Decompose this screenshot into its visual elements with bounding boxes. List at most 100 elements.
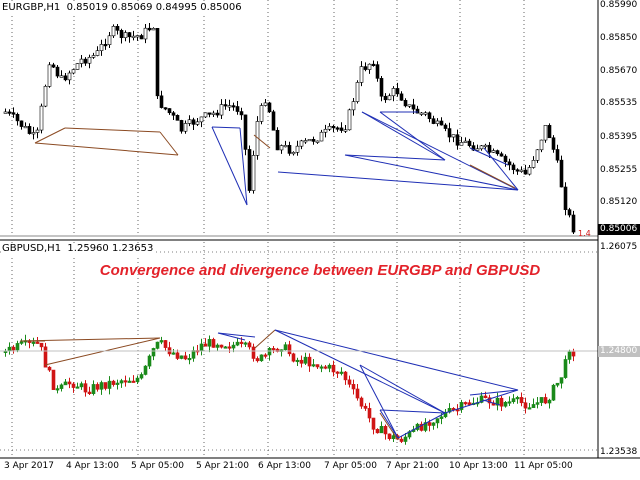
candle-body[interactable]: [455, 134, 460, 146]
candle-body[interactable]: [95, 384, 100, 390]
candle-body[interactable]: [119, 380, 124, 384]
brown-trendline[interactable]: [34, 127, 66, 144]
candle-body[interactable]: [91, 384, 96, 394]
candle-body[interactable]: [211, 112, 216, 115]
candle-body[interactable]: [543, 125, 548, 141]
candle-body[interactable]: [143, 27, 148, 40]
candle-body[interactable]: [115, 382, 120, 385]
candle-body[interactable]: [159, 340, 164, 343]
candle-body[interactable]: [207, 112, 212, 115]
blue-trendline[interactable]: [379, 111, 446, 161]
candle-body[interactable]: [391, 88, 396, 97]
brown-trendline[interactable]: [469, 164, 516, 189]
candle-body[interactable]: [483, 395, 488, 399]
candle-body[interactable]: [3, 111, 8, 114]
candle-body[interactable]: [155, 341, 160, 349]
candle-body[interactable]: [287, 145, 292, 154]
eurgbp-trendlines[interactable]: [34, 111, 519, 206]
brown-trendline[interactable]: [379, 412, 399, 441]
candle-body[interactable]: [411, 104, 416, 110]
candle-body[interactable]: [431, 118, 436, 124]
candle-body[interactable]: [367, 408, 372, 419]
candle-body[interactable]: [71, 69, 76, 74]
candle-body[interactable]: [139, 35, 144, 40]
blue-trendline[interactable]: [359, 364, 399, 439]
candle-body[interactable]: [175, 352, 180, 359]
candle-body[interactable]: [179, 355, 184, 359]
candle-body[interactable]: [67, 381, 72, 385]
candle-body[interactable]: [167, 108, 172, 114]
candle-body[interactable]: [87, 391, 92, 394]
candle-body[interactable]: [555, 149, 560, 161]
candle-body[interactable]: [407, 104, 412, 107]
candle-body[interactable]: [235, 341, 240, 346]
blue-trendline[interactable]: [217, 332, 246, 341]
candle-body[interactable]: [187, 119, 192, 124]
candle-body[interactable]: [383, 95, 388, 101]
candle-body[interactable]: [267, 102, 272, 113]
candle-body[interactable]: [47, 366, 52, 371]
candle-body[interactable]: [427, 422, 432, 426]
candle-body[interactable]: [499, 153, 504, 157]
candle-body[interactable]: [15, 343, 20, 351]
gbpusd-trendlines[interactable]: [0, 329, 598, 441]
candle-body[interactable]: [123, 380, 128, 383]
candle-body[interactable]: [247, 342, 252, 348]
candle-body[interactable]: [511, 398, 516, 403]
candle-body[interactable]: [327, 125, 332, 130]
candle-body[interactable]: [571, 351, 576, 357]
candle-body[interactable]: [343, 129, 348, 132]
candle-body[interactable]: [535, 149, 540, 161]
candle-body[interactable]: [503, 402, 508, 407]
candle-body[interactable]: [247, 149, 252, 191]
candle-body[interactable]: [147, 27, 152, 31]
candle-body[interactable]: [319, 366, 324, 369]
candle-body[interactable]: [403, 100, 408, 107]
candle-body[interactable]: [243, 342, 248, 345]
candle-body[interactable]: [255, 358, 260, 362]
candle-body[interactable]: [543, 397, 548, 404]
candle-body[interactable]: [295, 359, 300, 363]
candle-body[interactable]: [567, 209, 572, 216]
candle-body[interactable]: [163, 340, 168, 348]
candle-body[interactable]: [163, 107, 168, 110]
candle-body[interactable]: [519, 169, 524, 172]
candle-body[interactable]: [367, 63, 372, 70]
candle-body[interactable]: [463, 402, 468, 405]
candle-body[interactable]: [239, 341, 244, 344]
candle-body[interactable]: [219, 104, 224, 116]
blue-trendline[interactable]: [469, 147, 509, 166]
candle-body[interactable]: [83, 383, 88, 393]
candle-body[interactable]: [75, 63, 80, 70]
candle-body[interactable]: [471, 145, 476, 151]
candle-body[interactable]: [159, 95, 164, 108]
candle-body[interactable]: [183, 355, 188, 360]
candle-body[interactable]: [463, 140, 468, 143]
candle-body[interactable]: [287, 344, 292, 355]
candle-body[interactable]: [99, 44, 104, 52]
candle-body[interactable]: [507, 401, 512, 404]
candle-body[interactable]: [567, 351, 572, 360]
candle-body[interactable]: [539, 139, 544, 151]
candle-body[interactable]: [15, 113, 20, 122]
candle-body[interactable]: [43, 346, 48, 368]
candle-body[interactable]: [495, 150, 500, 155]
candle-body[interactable]: [415, 108, 420, 114]
candle-body[interactable]: [495, 397, 500, 406]
candle-body[interactable]: [319, 131, 324, 142]
blue-trendline[interactable]: [277, 171, 519, 191]
candle-body[interactable]: [315, 364, 320, 368]
candle-body[interactable]: [479, 145, 484, 150]
candle-body[interactable]: [263, 102, 268, 106]
candle-body[interactable]: [375, 64, 380, 79]
candle-body[interactable]: [79, 383, 84, 388]
candle-body[interactable]: [439, 120, 444, 126]
candle-body[interactable]: [355, 82, 360, 102]
candle-body[interactable]: [259, 105, 264, 122]
blue-trendline[interactable]: [379, 409, 446, 414]
candle-body[interactable]: [399, 438, 404, 442]
candle-body[interactable]: [311, 139, 316, 142]
candle-body[interactable]: [275, 348, 280, 352]
candle-body[interactable]: [291, 152, 296, 155]
candle-body[interactable]: [519, 397, 524, 404]
